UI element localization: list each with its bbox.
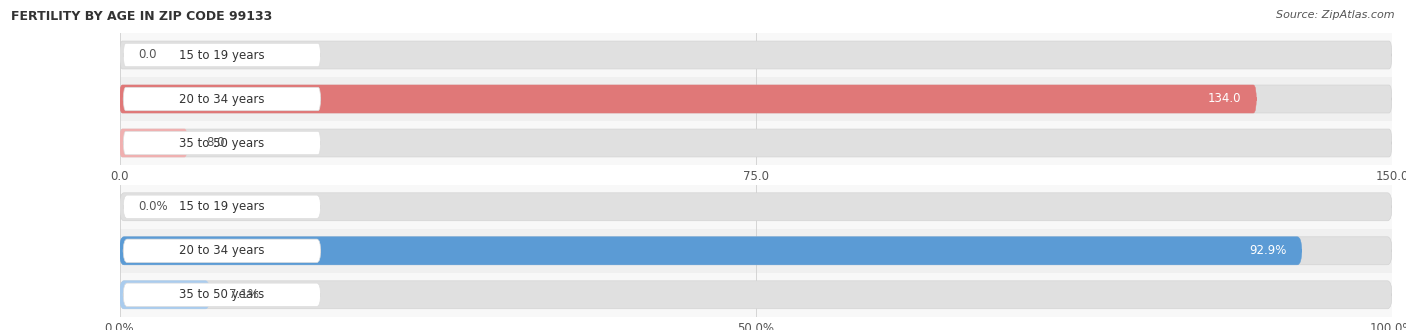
- FancyBboxPatch shape: [120, 121, 1392, 165]
- FancyBboxPatch shape: [120, 193, 1392, 221]
- FancyBboxPatch shape: [124, 239, 321, 262]
- Text: 0.0: 0.0: [139, 49, 157, 61]
- Text: 0.0%: 0.0%: [139, 200, 169, 213]
- Text: 20 to 34 years: 20 to 34 years: [179, 92, 264, 106]
- Text: 8.0: 8.0: [207, 137, 225, 149]
- FancyBboxPatch shape: [120, 281, 1392, 309]
- Text: Source: ZipAtlas.com: Source: ZipAtlas.com: [1277, 10, 1395, 20]
- Text: 15 to 19 years: 15 to 19 years: [179, 200, 264, 213]
- Text: 20 to 34 years: 20 to 34 years: [179, 244, 264, 257]
- Text: 15 to 19 years: 15 to 19 years: [179, 49, 264, 61]
- FancyBboxPatch shape: [124, 283, 321, 307]
- FancyBboxPatch shape: [120, 237, 1392, 265]
- Text: 35 to 50 years: 35 to 50 years: [180, 288, 264, 301]
- FancyBboxPatch shape: [120, 229, 1392, 273]
- FancyBboxPatch shape: [120, 41, 1392, 69]
- FancyBboxPatch shape: [120, 33, 1392, 77]
- Text: 7.1%: 7.1%: [229, 288, 259, 301]
- FancyBboxPatch shape: [124, 43, 321, 67]
- FancyBboxPatch shape: [120, 85, 1257, 113]
- FancyBboxPatch shape: [120, 129, 1392, 157]
- FancyBboxPatch shape: [120, 129, 187, 157]
- FancyBboxPatch shape: [124, 131, 321, 155]
- FancyBboxPatch shape: [124, 87, 321, 111]
- FancyBboxPatch shape: [120, 281, 209, 309]
- Text: 92.9%: 92.9%: [1249, 244, 1286, 257]
- FancyBboxPatch shape: [120, 85, 1392, 113]
- FancyBboxPatch shape: [120, 273, 1392, 317]
- Text: FERTILITY BY AGE IN ZIP CODE 99133: FERTILITY BY AGE IN ZIP CODE 99133: [11, 10, 273, 23]
- FancyBboxPatch shape: [120, 237, 1302, 265]
- FancyBboxPatch shape: [124, 195, 321, 218]
- Text: 35 to 50 years: 35 to 50 years: [180, 137, 264, 149]
- FancyBboxPatch shape: [120, 77, 1392, 121]
- FancyBboxPatch shape: [120, 185, 1392, 229]
- Text: 134.0: 134.0: [1208, 92, 1241, 106]
